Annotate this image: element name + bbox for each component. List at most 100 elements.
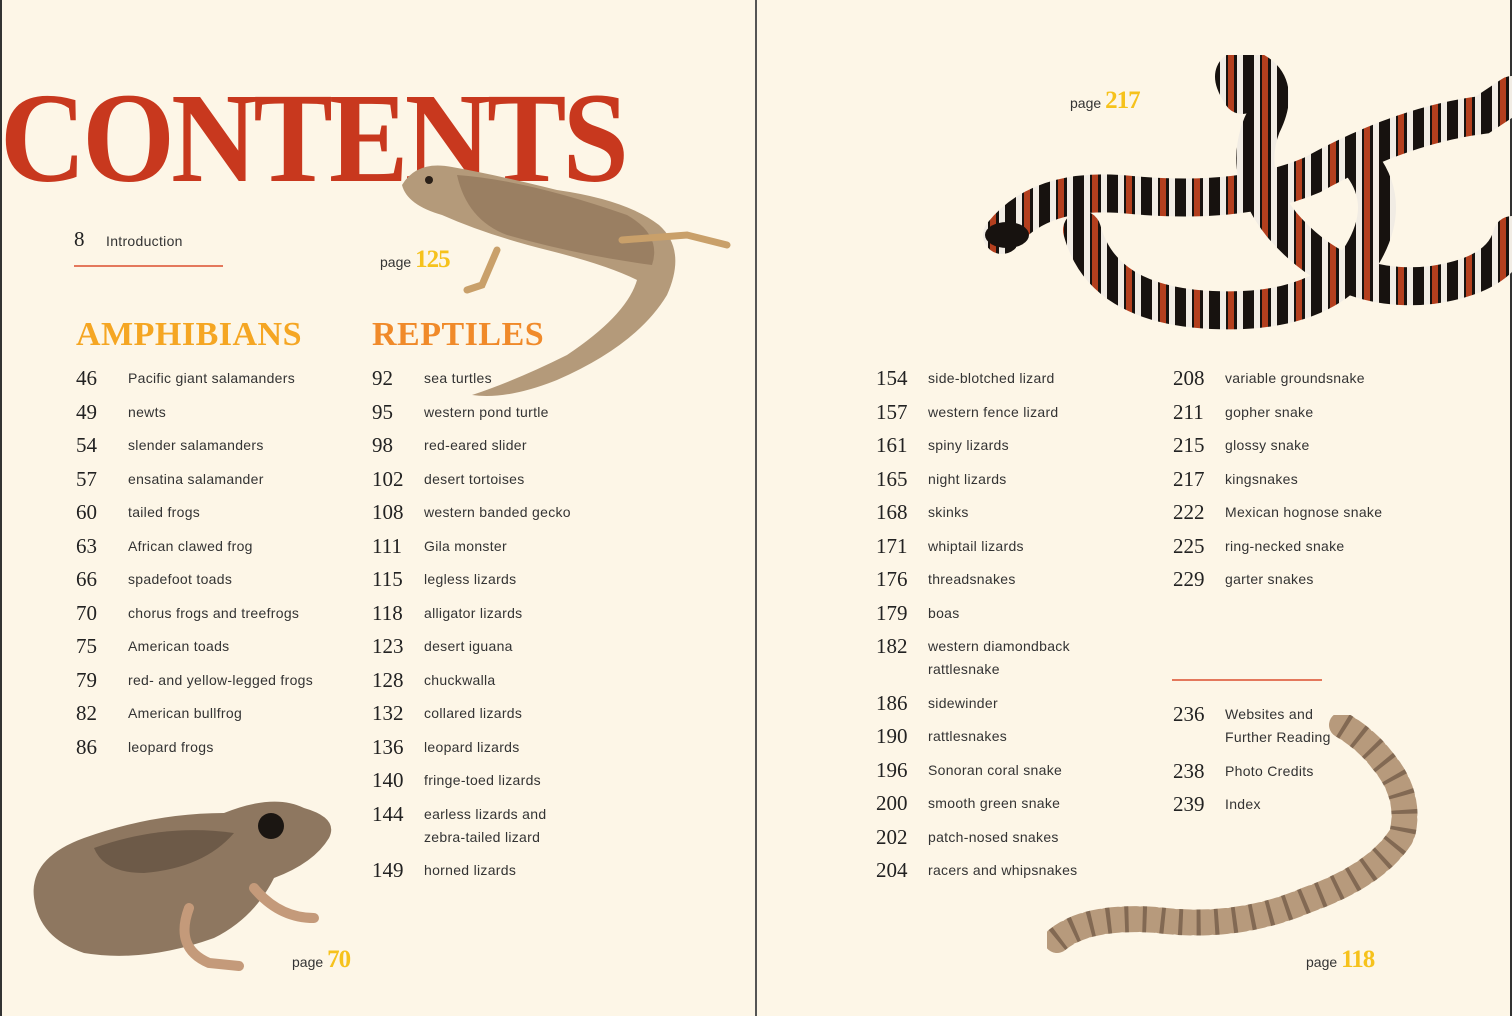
- toc-entry[interactable]: 202 patch-nosed snakes: [876, 825, 1078, 860]
- toc-entry[interactable]: 75 American toads: [76, 635, 313, 669]
- toc-entry[interactable]: 144 earless lizards and zebra-tailed lizar…: [372, 802, 571, 860]
- entry-label-line: night lizards: [928, 470, 1007, 487]
- page-number: 66: [76, 567, 97, 591]
- entry-label: racers and whipsnakes: [928, 859, 1078, 882]
- photo-caption-frog: page 70: [292, 946, 351, 974]
- entry-label: western fence lizard: [928, 401, 1059, 424]
- toc-entry[interactable]: 108 western banded gecko: [372, 501, 571, 535]
- entry-label-line: Further Reading: [1225, 729, 1331, 745]
- entry-label-line: red- and yellow-legged frogs: [128, 671, 314, 688]
- entry-label-line: horned lizards: [424, 862, 517, 878]
- toc-entry[interactable]: 57 ensatina salamander: [76, 467, 313, 502]
- toc-entry-introduction[interactable]: 8 Introduction: [74, 228, 183, 253]
- entry-label-line: smooth green snake: [928, 795, 1061, 811]
- page-number: 229: [1173, 567, 1205, 591]
- page-number: 179: [876, 600, 908, 625]
- toc-entry[interactable]: 182 western diamondback rattlesnake: [876, 635, 1078, 692]
- caption-word: page: [292, 954, 324, 970]
- entry-label: American bullfrog: [128, 702, 242, 725]
- toc-entry[interactable]: 217 kingsnakes: [1173, 467, 1382, 502]
- photo-caption-kingsnake: page 217: [1070, 87, 1141, 115]
- toc-entry[interactable]: 165 night lizards: [876, 467, 1078, 502]
- toc-entry[interactable]: 222 Mexican hognose snake: [1173, 501, 1382, 535]
- page-number: 176: [876, 567, 908, 591]
- divider-rule: [1172, 679, 1322, 681]
- toc-entry[interactable]: 204 racers and whipsnakes: [876, 859, 1078, 893]
- caption-page-number: 125: [415, 246, 450, 273]
- desert-iguana-photo: [402, 165, 731, 396]
- page-number: 108: [372, 500, 404, 524]
- entry-label: chorus frogs and treefrogs: [128, 602, 299, 625]
- entry-label-line: African clawed frog: [128, 537, 253, 554]
- page-number: 190: [876, 724, 908, 748]
- entry-label-line: sidewinder: [928, 694, 998, 711]
- toc-entry[interactable]: 200 smooth green snake: [876, 792, 1078, 826]
- toc-entry[interactable]: 239 Index: [1173, 793, 1331, 827]
- toc-entry[interactable]: 63 African clawed frog: [76, 534, 313, 569]
- toc-entry[interactable]: 118 alligator lizards: [372, 601, 571, 636]
- section-heading-amphibians: AMPHIBIANS: [76, 316, 303, 353]
- toc-entry[interactable]: 70 chorus frogs and treefrogs: [76, 600, 313, 636]
- page-number: 8: [74, 227, 85, 251]
- toc-entry[interactable]: 132 collared lizards: [372, 702, 571, 736]
- toc-entry[interactable]: 102 desert tortoises: [372, 467, 571, 502]
- toc-entry[interactable]: 140 fringe-toed lizards: [372, 769, 571, 803]
- toc-entry[interactable]: 123 desert iguana: [372, 635, 571, 669]
- toc-entry[interactable]: 186 sidewinder: [876, 691, 1078, 726]
- page-number: 204: [876, 858, 908, 882]
- toc-entry[interactable]: 168 skinks: [876, 501, 1078, 535]
- toc-entry[interactable]: 92 sea turtles: [372, 367, 571, 401]
- entry-label: ensatina salamander: [128, 468, 264, 491]
- toc-entry[interactable]: 115 legless lizards: [372, 568, 571, 602]
- toc-entry[interactable]: 54 slender salamanders: [76, 434, 313, 468]
- entry-label-line: leopard frogs: [128, 738, 214, 755]
- toc-entry[interactable]: 225 ring-necked snake: [1173, 534, 1382, 569]
- toc-entry[interactable]: 60 tailed frogs: [76, 501, 313, 535]
- toc-entry[interactable]: 46 Pacific giant salamanders: [76, 367, 313, 401]
- toc-entry[interactable]: 79 red- and yellow-legged frogs: [76, 668, 314, 703]
- toc-entry[interactable]: 161 spiny lizards: [876, 434, 1078, 468]
- entry-label: slender salamanders: [128, 434, 264, 457]
- caption-page-number: 70: [327, 946, 351, 973]
- entry-label-line: collared lizards: [424, 705, 523, 721]
- toc-entry[interactable]: 211 gopher snake: [1173, 400, 1382, 435]
- toc-entry[interactable]: 154 side-blotched lizard: [876, 367, 1078, 401]
- page-number: 115: [372, 567, 403, 591]
- page-number: 82: [76, 701, 97, 725]
- entry-label-line: rattlesnake: [928, 661, 1000, 677]
- toc-entry[interactable]: 229 garter snakes: [1173, 568, 1382, 602]
- toc-entry[interactable]: 179 boas: [876, 600, 1078, 636]
- entry-label-line: gopher snake: [1225, 403, 1314, 420]
- page-number: 168: [876, 500, 908, 524]
- toc-entry[interactable]: 95 western pond turtle: [372, 400, 571, 435]
- entry-label: collared lizards: [424, 702, 522, 725]
- page-number: 238: [1173, 758, 1205, 783]
- page-number: 236: [1173, 702, 1205, 726]
- toc-entry[interactable]: 66 spadefoot toads: [76, 568, 313, 602]
- page-number: 70: [76, 600, 97, 625]
- toc-entry[interactable]: 171 whiptail lizards: [876, 534, 1078, 569]
- page-number: 98: [372, 433, 393, 457]
- toc-entry[interactable]: 49 newts: [76, 400, 313, 435]
- toc-entry[interactable]: 128 chuckwalla: [372, 668, 571, 703]
- toc-entry[interactable]: 157 western fence lizard: [876, 400, 1078, 435]
- entry-label-line: spiny lizards: [928, 437, 1009, 453]
- toc-entry[interactable]: 196 Sonoran coral snake: [876, 757, 1078, 793]
- toc-entry[interactable]: 136 leopard lizards: [372, 735, 571, 770]
- toc-entry[interactable]: 190 rattlesnakes: [876, 725, 1078, 759]
- entry-label: skinks: [928, 501, 969, 524]
- toc-entry[interactable]: 208 variable groundsnake: [1173, 367, 1382, 401]
- toc-entry[interactable]: 86 leopard frogs: [76, 735, 313, 770]
- entry-label-line: earless lizards and: [424, 805, 547, 822]
- page-number: 196: [876, 757, 908, 782]
- toc-entry[interactable]: 149 horned lizards: [372, 859, 571, 893]
- toc-entry[interactable]: 236 Websites and Further Reading: [1173, 703, 1331, 760]
- page-number: 154: [876, 366, 908, 390]
- toc-entry[interactable]: 238 Photo Credits: [1173, 758, 1331, 794]
- toc-entry[interactable]: 111 Gila monster: [372, 534, 571, 569]
- entry-label: sea turtles: [424, 367, 492, 390]
- toc-entry[interactable]: 82 American bullfrog: [76, 702, 313, 736]
- toc-entry[interactable]: 98 red-eared slider: [372, 434, 571, 468]
- toc-entry[interactable]: 215 glossy snake: [1173, 434, 1382, 468]
- toc-entry[interactable]: 176 threadsnakes: [876, 568, 1078, 602]
